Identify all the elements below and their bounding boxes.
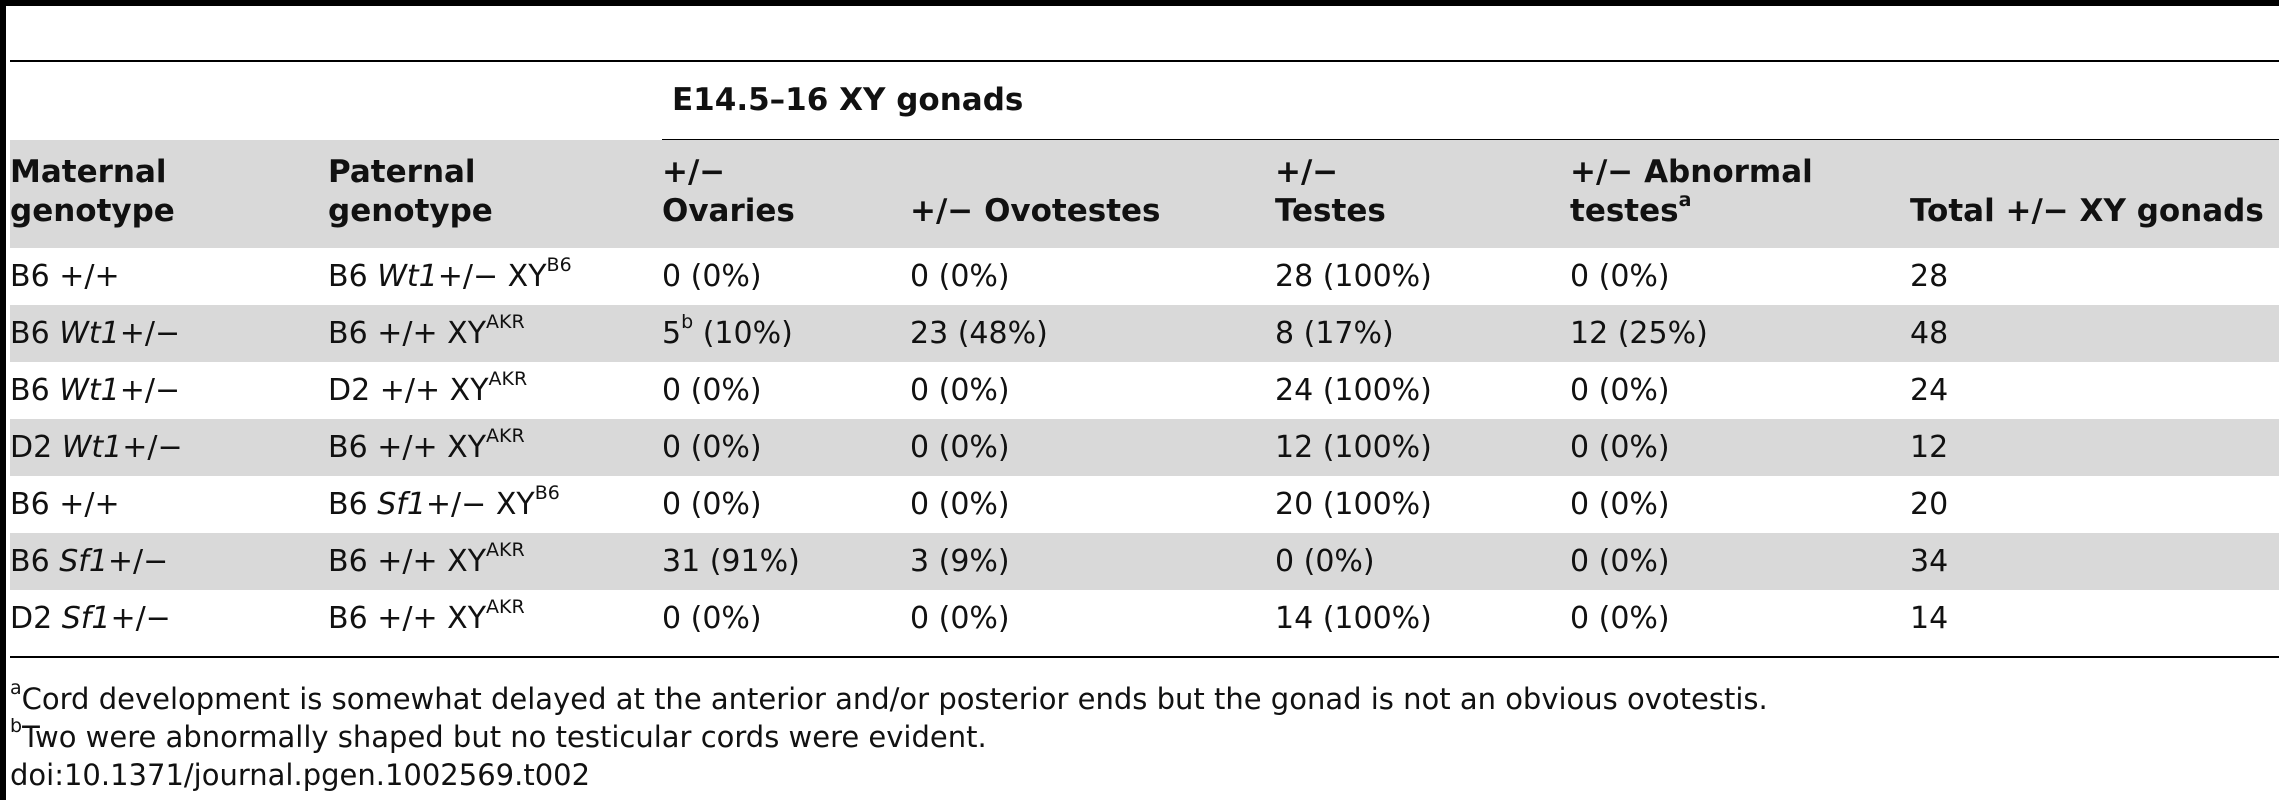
footnote-marker-a: a bbox=[1678, 188, 1692, 211]
doi-reference: doi:10.1371/journal.pgen.1002569.t002 bbox=[10, 758, 591, 792]
cell-ovaries: 31 (91%) bbox=[662, 544, 800, 579]
header-ovotestes: +/− Ovotestes bbox=[910, 193, 1161, 229]
table-row: D2 Sf1+/− B6 +/+ XYAKR 0 (0%) 0 (0%) 14 (100… bbox=[10, 590, 2279, 647]
header-row: Maternal genotype Paternal genotype +/− … bbox=[10, 140, 2279, 248]
cell-paternal: B6 +/+ XYAKR bbox=[328, 539, 525, 579]
footnote-b: bTwo were abnormally shaped but no testi… bbox=[10, 715, 987, 754]
cell-paternal: B6 +/+ XYAKR bbox=[328, 596, 525, 636]
cell-maternal: D2 Wt1+/− bbox=[10, 430, 183, 465]
table-bottom-rule bbox=[10, 656, 2279, 658]
table-top-rule bbox=[10, 60, 2279, 62]
table-row: B6 Sf1+/− B6 +/+ XYAKR 31 (91%) 3 (9%) 0 (0%… bbox=[10, 533, 2279, 590]
cell-maternal: B6 +/+ bbox=[10, 259, 120, 294]
header-maternal-genotype: Maternal genotype bbox=[10, 154, 175, 229]
cell-testes: 8 (17%) bbox=[1275, 316, 1394, 351]
cell-ovaries: 0 (0%) bbox=[662, 601, 762, 636]
cell-ovaries: 0 (0%) bbox=[662, 430, 762, 465]
header-total-gonads: Total +/− XY gonads bbox=[1910, 193, 2264, 229]
cell-total: 34 bbox=[1910, 544, 1949, 579]
cell-total: 28 bbox=[1910, 259, 1949, 294]
cell-ovaries: 0 (0%) bbox=[662, 373, 762, 408]
cell-paternal: B6 +/+ XYAKR bbox=[328, 425, 525, 465]
table-row: D2 Wt1+/− B6 +/+ XYAKR 0 (0%) 0 (0%) 12 (100… bbox=[10, 419, 2279, 476]
cell-ovaries: 5b (10%) bbox=[662, 311, 793, 351]
cell-total: 14 bbox=[1910, 601, 1949, 636]
cell-testes: 28 (100%) bbox=[1275, 259, 1432, 294]
cell-maternal: B6 Wt1+/− bbox=[10, 316, 181, 351]
header-ovaries: +/− Ovaries bbox=[662, 154, 795, 229]
cell-abnormal-testes: 12 (25%) bbox=[1570, 316, 1708, 351]
spanner-underline-rule bbox=[662, 139, 2279, 141]
cell-ovotestes: 0 (0%) bbox=[910, 487, 1010, 522]
cell-abnormal-testes: 0 (0%) bbox=[1570, 430, 1670, 465]
table-row: B6 +/+ B6 Sf1+/− XYB6 0 (0%) 0 (0%) 20 (100%… bbox=[10, 476, 2279, 533]
cell-ovotestes: 0 (0%) bbox=[910, 373, 1010, 408]
cell-ovotestes: 0 (0%) bbox=[910, 601, 1010, 636]
cell-total: 24 bbox=[1910, 373, 1949, 408]
table-row: B6 Wt1+/− B6 +/+ XYAKR 5b (10%) 23 (48%) 8 (… bbox=[10, 305, 2279, 362]
column-group-label: E14.5–16 XY gonads bbox=[672, 82, 1024, 118]
data-table-wrap: Maternal genotype Paternal genotype +/− … bbox=[10, 140, 2279, 647]
cell-maternal: B6 Sf1+/− bbox=[10, 544, 169, 579]
table-row: B6 +/+ B6 Wt1+/− XYB6 0 (0%) 0 (0%) 28 (100%… bbox=[10, 248, 2279, 305]
cell-maternal: B6 Wt1+/− bbox=[10, 373, 181, 408]
cell-testes: 0 (0%) bbox=[1275, 544, 1375, 579]
cell-ovaries: 0 (0%) bbox=[662, 259, 762, 294]
cell-abnormal-testes: 0 (0%) bbox=[1570, 544, 1670, 579]
table-footnotes: aCord development is somewhat delayed at… bbox=[10, 677, 1768, 794]
cell-abnormal-testes: 0 (0%) bbox=[1570, 373, 1670, 408]
footnote-a: aCord development is somewhat delayed at… bbox=[10, 677, 1768, 716]
cell-paternal: B6 +/+ XYAKR bbox=[328, 311, 525, 351]
cell-total: 48 bbox=[1910, 316, 1949, 351]
cell-ovaries: 0 (0%) bbox=[662, 487, 762, 522]
table-body: B6 +/+ B6 Wt1+/− XYB6 0 (0%) 0 (0%) 28 (100%… bbox=[10, 248, 2279, 647]
left-border-rule bbox=[0, 0, 6, 800]
cell-ovotestes: 3 (9%) bbox=[910, 544, 1010, 579]
cell-paternal: D2 +/+ XYAKR bbox=[328, 368, 528, 408]
cell-total: 12 bbox=[1910, 430, 1949, 465]
gonad-phenotype-table: Maternal genotype Paternal genotype +/− … bbox=[10, 140, 2279, 647]
cell-testes: 20 (100%) bbox=[1275, 487, 1432, 522]
cell-abnormal-testes: 0 (0%) bbox=[1570, 259, 1670, 294]
header-testes: +/− Testes bbox=[1275, 154, 1386, 229]
header-paternal-genotype: Paternal genotype bbox=[328, 154, 493, 229]
cell-maternal: B6 +/+ bbox=[10, 487, 120, 522]
cell-total: 20 bbox=[1910, 487, 1949, 522]
cell-paternal: B6 Sf1+/− XYB6 bbox=[328, 482, 560, 522]
cell-maternal: D2 Sf1+/− bbox=[10, 601, 171, 636]
table-row: B6 Wt1+/− D2 +/+ XYAKR 0 (0%) 0 (0%) 24 (100… bbox=[10, 362, 2279, 419]
cell-abnormal-testes: 0 (0%) bbox=[1570, 601, 1670, 636]
cell-ovotestes: 0 (0%) bbox=[910, 259, 1010, 294]
cell-testes: 14 (100%) bbox=[1275, 601, 1432, 636]
top-border-rule bbox=[0, 0, 2279, 6]
cell-paternal: B6 Wt1+/− XYB6 bbox=[328, 254, 572, 294]
cell-ovotestes: 23 (48%) bbox=[910, 316, 1048, 351]
cell-ovotestes: 0 (0%) bbox=[910, 430, 1010, 465]
cell-abnormal-testes: 0 (0%) bbox=[1570, 487, 1670, 522]
cell-testes: 24 (100%) bbox=[1275, 373, 1432, 408]
cell-testes: 12 (100%) bbox=[1275, 430, 1432, 465]
header-abnormal-testes: +/− Abnormal testesa bbox=[1570, 154, 1813, 229]
